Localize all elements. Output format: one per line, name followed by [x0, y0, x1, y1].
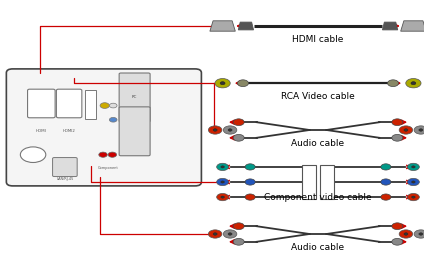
FancyBboxPatch shape — [28, 89, 55, 118]
Circle shape — [233, 238, 244, 245]
Circle shape — [381, 179, 391, 185]
Circle shape — [392, 119, 403, 126]
Circle shape — [213, 233, 217, 235]
Polygon shape — [238, 22, 254, 30]
Text: Audio cable: Audio cable — [291, 139, 345, 148]
Bar — [85, 90, 96, 119]
Polygon shape — [382, 22, 398, 30]
Circle shape — [221, 166, 224, 168]
Circle shape — [208, 230, 222, 238]
Circle shape — [215, 79, 230, 88]
Circle shape — [217, 178, 229, 186]
Circle shape — [399, 230, 413, 238]
Circle shape — [412, 166, 415, 168]
Circle shape — [223, 126, 237, 134]
Circle shape — [404, 129, 408, 131]
Circle shape — [407, 178, 419, 186]
Circle shape — [221, 181, 224, 183]
Text: HDMI2: HDMI2 — [63, 129, 75, 133]
Circle shape — [228, 233, 232, 235]
FancyBboxPatch shape — [53, 158, 77, 177]
Circle shape — [412, 196, 415, 198]
Circle shape — [20, 147, 46, 162]
Polygon shape — [401, 21, 424, 31]
Circle shape — [109, 103, 117, 108]
Text: HDMI cable: HDMI cable — [292, 35, 344, 44]
Circle shape — [245, 194, 255, 200]
Circle shape — [237, 80, 248, 87]
Circle shape — [233, 223, 244, 230]
Circle shape — [233, 134, 244, 141]
FancyBboxPatch shape — [56, 89, 82, 118]
Circle shape — [208, 126, 222, 134]
Circle shape — [213, 129, 217, 131]
FancyBboxPatch shape — [119, 107, 150, 156]
Circle shape — [228, 129, 232, 131]
Circle shape — [412, 181, 415, 183]
Text: HDMI: HDMI — [36, 129, 47, 133]
Circle shape — [392, 134, 403, 141]
Circle shape — [99, 152, 107, 157]
Bar — [302, 165, 316, 199]
Circle shape — [419, 129, 423, 131]
Circle shape — [414, 230, 424, 238]
Circle shape — [223, 230, 237, 238]
Bar — [320, 165, 334, 199]
Circle shape — [100, 103, 109, 108]
Text: Component video cable: Component video cable — [264, 193, 372, 202]
Circle shape — [392, 223, 403, 230]
Circle shape — [109, 118, 117, 122]
Circle shape — [419, 233, 423, 235]
Circle shape — [399, 126, 413, 134]
Circle shape — [381, 164, 391, 170]
Circle shape — [388, 80, 399, 87]
Circle shape — [407, 193, 419, 201]
Circle shape — [217, 193, 229, 201]
Circle shape — [233, 119, 244, 126]
Circle shape — [406, 79, 421, 88]
Polygon shape — [210, 21, 235, 31]
Circle shape — [221, 196, 224, 198]
Circle shape — [381, 194, 391, 200]
Circle shape — [392, 238, 403, 245]
Circle shape — [245, 179, 255, 185]
Circle shape — [217, 163, 229, 171]
Circle shape — [411, 82, 416, 85]
FancyBboxPatch shape — [119, 73, 150, 122]
Text: LAN/RJ-45: LAN/RJ-45 — [56, 177, 73, 181]
Circle shape — [220, 82, 225, 85]
Text: Component: Component — [98, 166, 119, 170]
Text: RCA Video cable: RCA Video cable — [281, 92, 355, 101]
Circle shape — [108, 152, 117, 157]
Text: PC: PC — [132, 95, 137, 99]
Circle shape — [414, 126, 424, 134]
Circle shape — [245, 164, 255, 170]
Text: Audio cable: Audio cable — [291, 243, 345, 252]
FancyBboxPatch shape — [6, 69, 201, 186]
Circle shape — [404, 233, 408, 235]
Circle shape — [407, 163, 419, 171]
